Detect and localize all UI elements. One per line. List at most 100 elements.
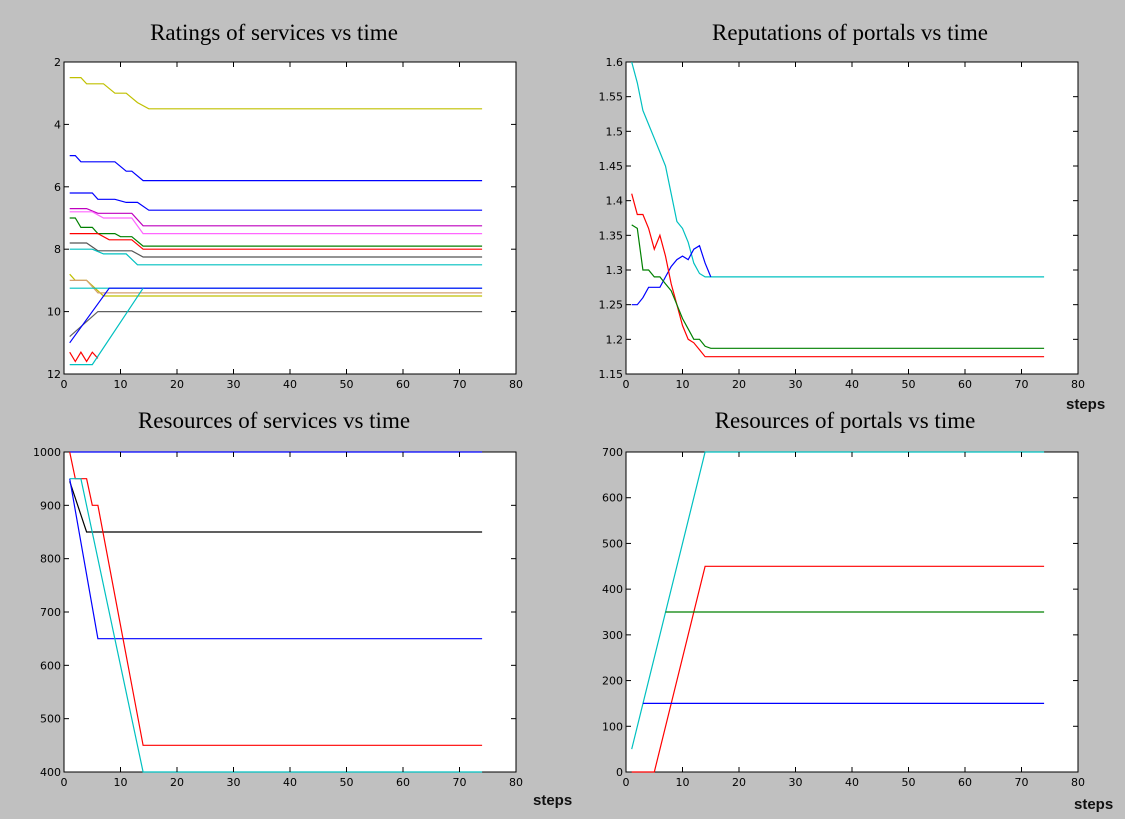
- y-tick-label: 1.4: [606, 195, 624, 208]
- x-tick-label: 10: [676, 378, 690, 391]
- series-line-2: [69, 154, 483, 182]
- ratings-chart: 0 10 20 30 40 50 60 70 80 2 4 6 8 10 12: [47, 56, 523, 391]
- series-line-3: [631, 193, 1045, 358]
- x-tick-label: 70: [453, 776, 467, 789]
- series-line-2: [631, 244, 712, 306]
- x-tick-label: 50: [902, 776, 916, 789]
- x-tick-label: 60: [958, 378, 972, 391]
- series-line-1: [631, 61, 1045, 278]
- x-tick-label: 60: [958, 776, 972, 789]
- y-tick-label: 1.5: [606, 125, 624, 138]
- chart-title-reputations: Reputations of portals vs time: [712, 20, 988, 45]
- y-tick-label: 500: [40, 713, 61, 726]
- x-tick-label: 60: [396, 378, 410, 391]
- x-tick-label: 40: [845, 378, 859, 391]
- resources-services-chart: 0 10 20 30 40 50 60 70 80 400 500 600 700 800 900 1000: [33, 446, 523, 789]
- y-tick-label: 400: [602, 583, 623, 596]
- x-tick-label: 20: [732, 776, 746, 789]
- series-line-2: [631, 565, 1045, 773]
- x-tick-label: 60: [396, 776, 410, 789]
- x-tick-label: 80: [509, 776, 523, 789]
- y-tick-label: 900: [40, 499, 61, 512]
- x-tick-label: 50: [340, 776, 354, 789]
- y-tick-label: 700: [40, 606, 61, 619]
- x-tick-label: 70: [1015, 378, 1029, 391]
- y-tick-label: 10: [47, 306, 61, 319]
- chart-title-ratings: Ratings of services vs time: [150, 20, 398, 45]
- y-tick-label: 800: [40, 553, 61, 566]
- series-line-4: [631, 224, 1045, 349]
- y-tick-label: 400: [40, 766, 61, 779]
- x-tick-label: 70: [453, 378, 467, 391]
- x-tick-label: 40: [283, 378, 297, 391]
- y-tick-label: 1.45: [599, 160, 624, 173]
- x-tick-label: 80: [1071, 776, 1085, 789]
- series-line-3: [69, 478, 483, 640]
- x-axis-label-reputations: steps: [1066, 396, 1106, 413]
- y-tick-label: 12: [47, 368, 61, 381]
- y-tick-label: 1.15: [599, 368, 624, 381]
- series-line-7: [69, 233, 483, 250]
- series-line-1: [631, 451, 1045, 750]
- y-tick-label: 300: [602, 629, 623, 642]
- series-line-4: [69, 208, 483, 227]
- y-tick-label: 1000: [33, 446, 61, 459]
- y-tick-label: 4: [54, 118, 61, 131]
- y-tick-label: 1.6: [606, 56, 624, 69]
- y-tick-label: 1.25: [599, 299, 624, 312]
- x-tick-label: 10: [114, 776, 128, 789]
- series-line-6: [69, 217, 483, 247]
- y-tick-label: 8: [54, 243, 61, 256]
- plot-area: [625, 61, 1079, 375]
- series-line-1: [69, 77, 483, 110]
- x-tick-label: 80: [1071, 378, 1085, 391]
- y-tick-label: 6: [54, 181, 61, 194]
- x-tick-label: 30: [227, 378, 241, 391]
- series-line-15: [69, 351, 99, 363]
- x-tick-label: 40: [283, 776, 297, 789]
- x-tick-label: 0: [61, 776, 68, 789]
- x-tick-label: 70: [1015, 776, 1029, 789]
- reputations-chart: 0 10 20 30 40 50 60 70 80 1.15 1.2 1.25 1.3 1.35 1.4 1.…: [599, 56, 1086, 391]
- y-tick-label: 600: [602, 492, 623, 505]
- series-line-16: [69, 287, 144, 366]
- x-tick-label: 0: [623, 378, 630, 391]
- x-tick-label: 10: [114, 378, 128, 391]
- y-tick-label: 600: [40, 659, 61, 672]
- chart-title-resources-services: Resources of services vs time: [137, 408, 411, 433]
- series-line-13: [69, 311, 483, 338]
- x-axis-label-resources-services: steps: [533, 792, 573, 809]
- x-tick-label: 20: [170, 378, 184, 391]
- series-line-5: [69, 211, 483, 235]
- x-tick-label: 50: [340, 378, 354, 391]
- x-tick-label: 80: [509, 378, 523, 391]
- x-tick-label: 20: [732, 378, 746, 391]
- x-tick-label: 30: [789, 378, 803, 391]
- series-line-9: [69, 248, 483, 266]
- y-tick-label: 700: [602, 446, 623, 459]
- x-tick-label: 0: [623, 776, 630, 789]
- series-line-8: [69, 242, 483, 258]
- chart-title-resources-portals: Resources of portals vs time: [714, 408, 976, 433]
- y-tick-label: 200: [602, 675, 623, 688]
- x-tick-label: 10: [676, 776, 690, 789]
- series-line-14: [69, 287, 483, 344]
- y-tick-label: 1.3: [606, 264, 624, 277]
- x-tick-label: 20: [170, 776, 184, 789]
- series-line-11: [69, 279, 483, 294]
- y-tick-label: 100: [602, 720, 623, 733]
- y-tick-label: 500: [602, 537, 623, 550]
- x-tick-label: 30: [227, 776, 241, 789]
- y-tick-label: 1.55: [599, 91, 624, 104]
- x-tick-label: 40: [845, 776, 859, 789]
- y-tick-label: 2: [54, 56, 61, 69]
- series-line-2: [69, 481, 483, 533]
- y-tick-label: 0: [616, 766, 623, 779]
- y-tick-label: 1.2: [606, 333, 624, 346]
- series-line-5: [69, 478, 483, 773]
- x-tick-label: 0: [61, 378, 68, 391]
- y-tick-label: 1.35: [599, 229, 624, 242]
- series-line-3: [69, 192, 483, 211]
- resources-portals-chart: 0 10 20 30 40 50 60 70 80 0 100 200 300 400 500 600 700: [602, 446, 1085, 789]
